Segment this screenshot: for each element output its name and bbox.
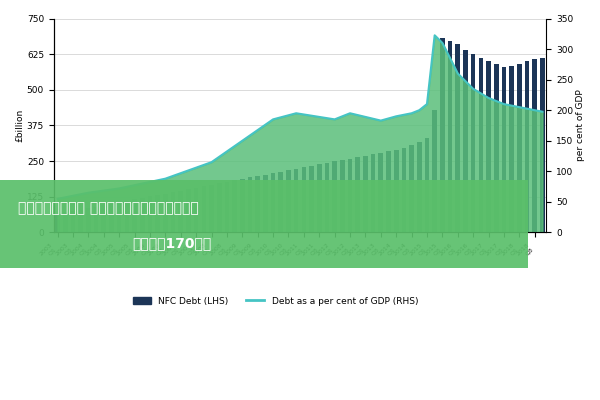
Bar (463, 50, 468, 232)
Bar (386, 151, 391, 232)
Bar (363, 156, 368, 232)
Bar (178, 190, 183, 232)
Bar (379, 153, 383, 232)
Bar (448, 41, 452, 232)
Bar (525, 61, 529, 232)
Bar (202, 186, 206, 232)
Bar (132, 199, 137, 232)
Bar (332, 162, 337, 232)
Bar (248, 178, 252, 232)
Bar (194, 188, 199, 232)
Bar (171, 192, 175, 232)
Bar (240, 179, 245, 232)
Bar (86, 208, 91, 232)
Bar (125, 201, 129, 232)
Bar (486, 61, 491, 232)
Bar (394, 150, 398, 232)
Bar (140, 198, 145, 232)
Bar (55, 214, 60, 232)
Bar (325, 163, 329, 232)
Bar (148, 196, 152, 232)
Text: 炒股加杠杆叫什么 广西南宁连查两起涉烟违法案: 炒股加杠杆叫什么 广西南宁连查两起涉烟违法案 (18, 201, 199, 215)
Bar (217, 183, 221, 232)
Bar (540, 58, 545, 232)
Bar (371, 154, 376, 232)
Bar (117, 202, 121, 232)
Bar (278, 172, 283, 232)
Bar (63, 212, 68, 232)
Bar (163, 194, 167, 232)
Bar (109, 204, 114, 232)
Bar (232, 180, 237, 232)
Bar (294, 169, 298, 232)
Y-axis label: per cent of GDP: per cent of GDP (576, 90, 585, 161)
Bar (455, 44, 460, 232)
Bar (532, 59, 537, 232)
Bar (355, 157, 360, 232)
Bar (94, 207, 98, 232)
Bar (471, 54, 475, 232)
Bar (479, 58, 483, 232)
Text: 总案值超170万元: 总案值超170万元 (132, 236, 211, 250)
Bar (502, 67, 506, 232)
Bar (101, 205, 106, 232)
Bar (256, 176, 260, 232)
Bar (409, 146, 414, 232)
Bar (263, 174, 268, 232)
Bar (433, 110, 437, 232)
Legend: NFC Debt (LHS), Debt as a per cent of GDP (RHS): NFC Debt (LHS), Debt as a per cent of GD… (129, 293, 422, 309)
Bar (317, 164, 322, 232)
Bar (186, 189, 191, 232)
Bar (224, 182, 229, 232)
Bar (417, 142, 422, 232)
Bar (425, 138, 429, 232)
Bar (401, 148, 406, 232)
Bar (79, 210, 83, 232)
Bar (340, 160, 344, 232)
Bar (71, 211, 75, 232)
Bar (309, 166, 314, 232)
Bar (271, 173, 275, 232)
Bar (302, 167, 306, 232)
Y-axis label: £billion: £billion (15, 109, 24, 142)
Bar (348, 158, 352, 232)
Bar (209, 185, 214, 232)
Bar (509, 66, 514, 232)
Bar (494, 64, 499, 232)
Bar (517, 64, 521, 232)
Bar (440, 38, 445, 232)
Bar (286, 170, 291, 232)
Bar (155, 195, 160, 232)
